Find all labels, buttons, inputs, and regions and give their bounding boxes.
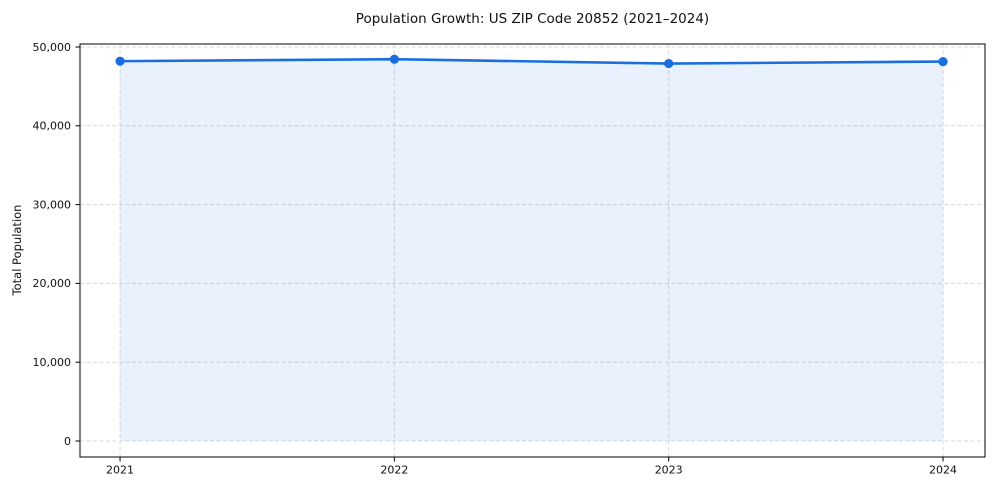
- axes-spines: [79, 43, 986, 458]
- y-tick-label: 0: [64, 435, 71, 448]
- y-tick-label: 50,000: [33, 41, 72, 54]
- x-tick-label: 2024: [929, 464, 957, 477]
- data-point-2023: [664, 58, 674, 69]
- data-point-2021: [115, 56, 125, 66]
- x-tick-label: 2021: [106, 464, 134, 477]
- area-fill: [120, 59, 944, 442]
- y-tick-label: 30,000: [33, 198, 72, 211]
- chart-title: Population Growth: US ZIP Code 20852 (20…: [355, 11, 710, 27]
- x-tick-label: 2023: [655, 464, 683, 477]
- data-point-2022: [389, 54, 399, 64]
- y-tick-label: 10,000: [33, 356, 72, 369]
- y-tick-label: 40,000: [33, 120, 72, 133]
- x-tick-label: 2022: [380, 464, 408, 477]
- data-point-2024: [938, 56, 948, 67]
- y-tick-label: 20,000: [33, 277, 72, 290]
- trend-line: [118, 57, 945, 65]
